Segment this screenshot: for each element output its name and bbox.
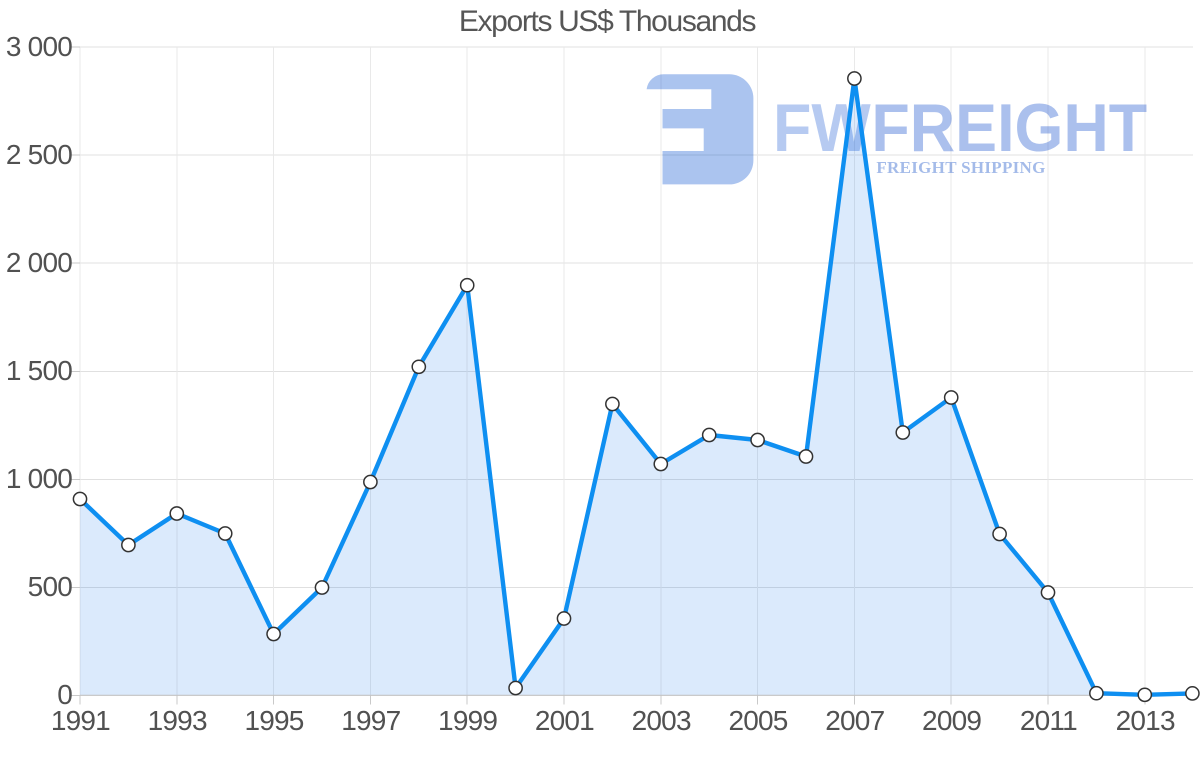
svg-text:0: 0	[57, 679, 72, 710]
svg-text:2009: 2009	[922, 705, 981, 736]
svg-text:2011: 2011	[1020, 705, 1077, 736]
svg-text:2 500: 2 500	[6, 139, 72, 170]
svg-text:2 000: 2 000	[6, 247, 72, 278]
svg-text:FREIGHT: FREIGHT	[871, 90, 1147, 166]
svg-text:2007: 2007	[825, 705, 884, 736]
svg-text:FW: FW	[773, 90, 871, 166]
svg-text:1 000: 1 000	[6, 463, 72, 494]
svg-text:1997: 1997	[341, 705, 400, 736]
svg-text:500: 500	[28, 571, 73, 602]
svg-text:Exports US$ Thousands: Exports US$ Thousands	[459, 5, 756, 38]
svg-text:3 000: 3 000	[6, 31, 72, 62]
svg-text:1991: 1991	[51, 705, 110, 736]
svg-text:1 500: 1 500	[6, 355, 72, 386]
svg-text:1999: 1999	[438, 705, 497, 736]
svg-text:2001: 2001	[535, 705, 594, 736]
svg-text:2013: 2013	[1116, 705, 1175, 736]
svg-text:FREIGHT SHIPPING: FREIGHT SHIPPING	[876, 158, 1045, 177]
svg-text:1995: 1995	[244, 705, 303, 736]
svg-text:2005: 2005	[728, 705, 787, 736]
svg-text:2003: 2003	[632, 705, 691, 736]
svg-text:1993: 1993	[148, 705, 207, 736]
